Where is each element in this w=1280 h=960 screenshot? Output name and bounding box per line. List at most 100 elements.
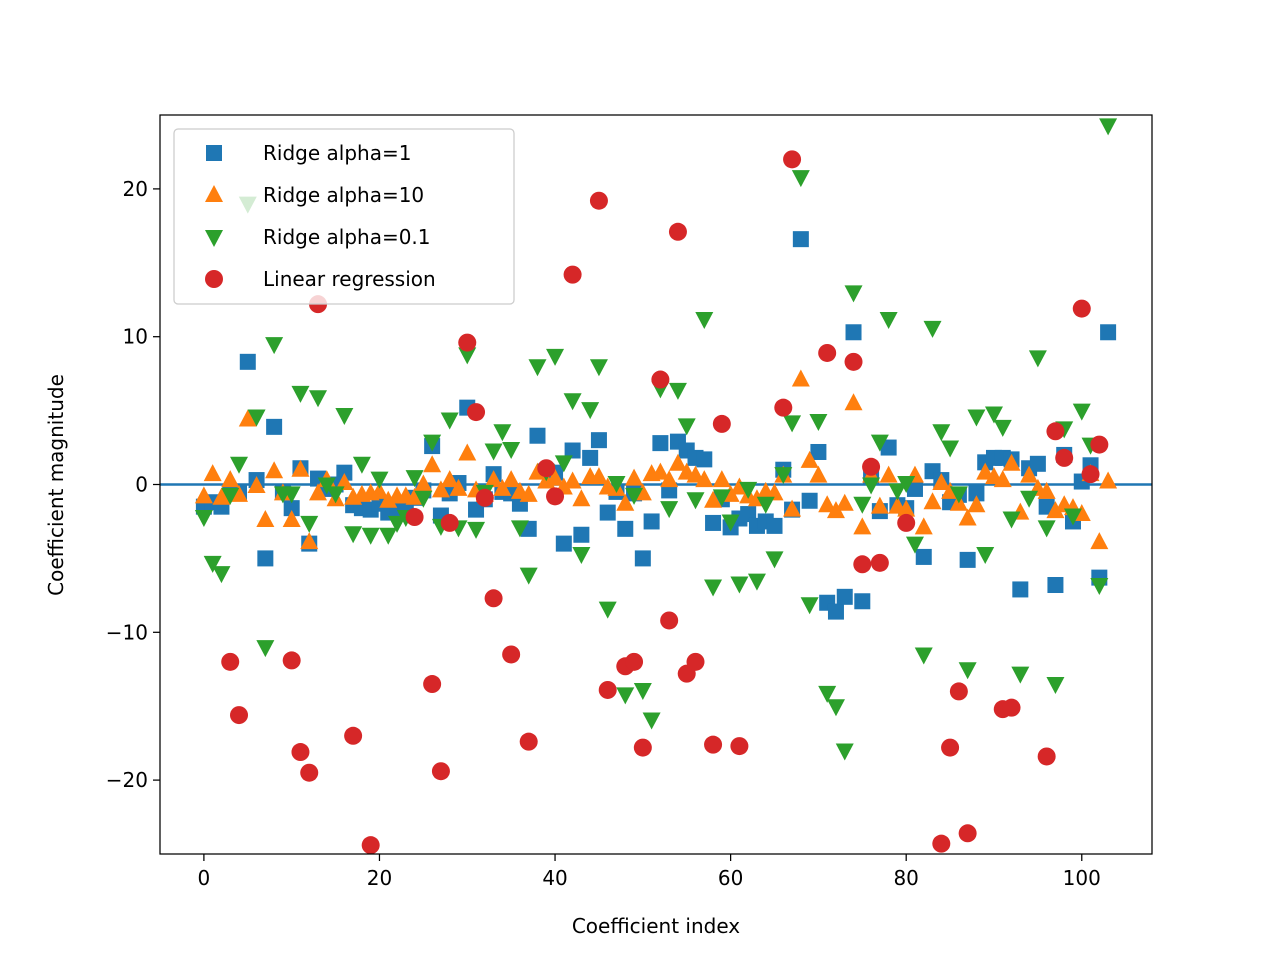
data-point [932, 424, 951, 442]
data-point [458, 443, 477, 461]
data-point [423, 675, 442, 694]
data-point [212, 487, 231, 505]
data-point [810, 443, 827, 460]
legend-entry: Ridge alpha=10 [205, 183, 424, 207]
data-point [1002, 453, 1021, 471]
data-point [704, 735, 723, 754]
data-point [642, 712, 661, 730]
data-point [519, 732, 538, 751]
data-point [1099, 471, 1118, 489]
data-point [695, 311, 714, 329]
data-point [1081, 465, 1100, 484]
data-point [854, 593, 871, 610]
legend-marker [205, 230, 223, 247]
data-point [765, 551, 784, 569]
data-point [493, 424, 512, 442]
legend-entry: Linear regression [205, 267, 436, 291]
data-point [379, 527, 398, 545]
data-point [880, 439, 897, 456]
data-point [1090, 532, 1109, 550]
data-point [1029, 455, 1046, 472]
data-point [652, 435, 669, 452]
data-point [221, 652, 240, 671]
data-point [1046, 422, 1065, 441]
x-tick-label: 100 [1063, 866, 1101, 890]
legend-label: Linear regression [263, 267, 436, 291]
data-point [247, 475, 266, 493]
data-point [818, 685, 837, 703]
data-point [607, 476, 626, 494]
data-point [598, 680, 617, 699]
data-point [529, 427, 546, 444]
data-point [835, 493, 854, 511]
data-point [897, 513, 916, 532]
x-axis-label: Coefficient index [572, 914, 740, 938]
data-point [546, 348, 565, 366]
data-point [212, 566, 231, 584]
data-point [633, 682, 652, 700]
data-point [853, 517, 872, 535]
data-point [266, 418, 283, 435]
data-point [1037, 481, 1056, 499]
data-point [239, 353, 256, 370]
data-point [291, 743, 310, 762]
data-point [431, 762, 450, 781]
data-point [361, 836, 380, 854]
data-point [582, 449, 599, 466]
data-point [265, 461, 284, 479]
data-point [660, 501, 679, 519]
data-point [317, 477, 336, 495]
data-point [721, 514, 740, 532]
legend-marker [206, 145, 222, 161]
data-point [238, 409, 257, 427]
data-point [853, 555, 872, 574]
data-point [625, 487, 644, 505]
data-point [800, 450, 819, 468]
data-point [844, 352, 863, 371]
data-point [617, 520, 634, 537]
data-point [230, 484, 249, 502]
data-point [660, 611, 679, 630]
data-point [564, 442, 581, 459]
data-point [844, 285, 863, 303]
data-point [458, 333, 477, 352]
data-point [616, 687, 635, 705]
data-point [818, 343, 837, 362]
data-markers [194, 118, 1118, 854]
data-point [573, 526, 590, 543]
data-point [668, 222, 687, 241]
x-tick-label: 0 [198, 866, 211, 890]
data-point [993, 470, 1012, 488]
data-point [283, 500, 300, 517]
data-point [739, 481, 758, 499]
y-tick-label: 20 [123, 177, 148, 201]
data-point [705, 514, 722, 531]
data-point [203, 555, 222, 573]
data-point [458, 347, 477, 365]
x-tick-label: 20 [367, 866, 392, 890]
data-point [949, 682, 968, 701]
legend-frame [173, 128, 515, 305]
data-point [230, 456, 249, 474]
data-point [765, 483, 784, 501]
data-point [845, 324, 862, 341]
data-point [897, 476, 916, 494]
y-tick-label: −10 [106, 620, 148, 644]
data-point [651, 370, 670, 389]
data-point [599, 504, 616, 521]
data-point [519, 567, 538, 585]
data-point [932, 473, 951, 491]
data-point [958, 824, 977, 843]
data-point [967, 409, 986, 427]
data-point [1037, 747, 1056, 766]
series-3 [221, 150, 1109, 854]
data-point [1046, 501, 1065, 519]
data-point [783, 415, 802, 433]
data-point [1011, 666, 1030, 684]
data-point [405, 487, 424, 505]
data-point [791, 170, 810, 188]
data-point [870, 434, 889, 452]
data-point [906, 480, 923, 497]
data-point [247, 409, 266, 427]
